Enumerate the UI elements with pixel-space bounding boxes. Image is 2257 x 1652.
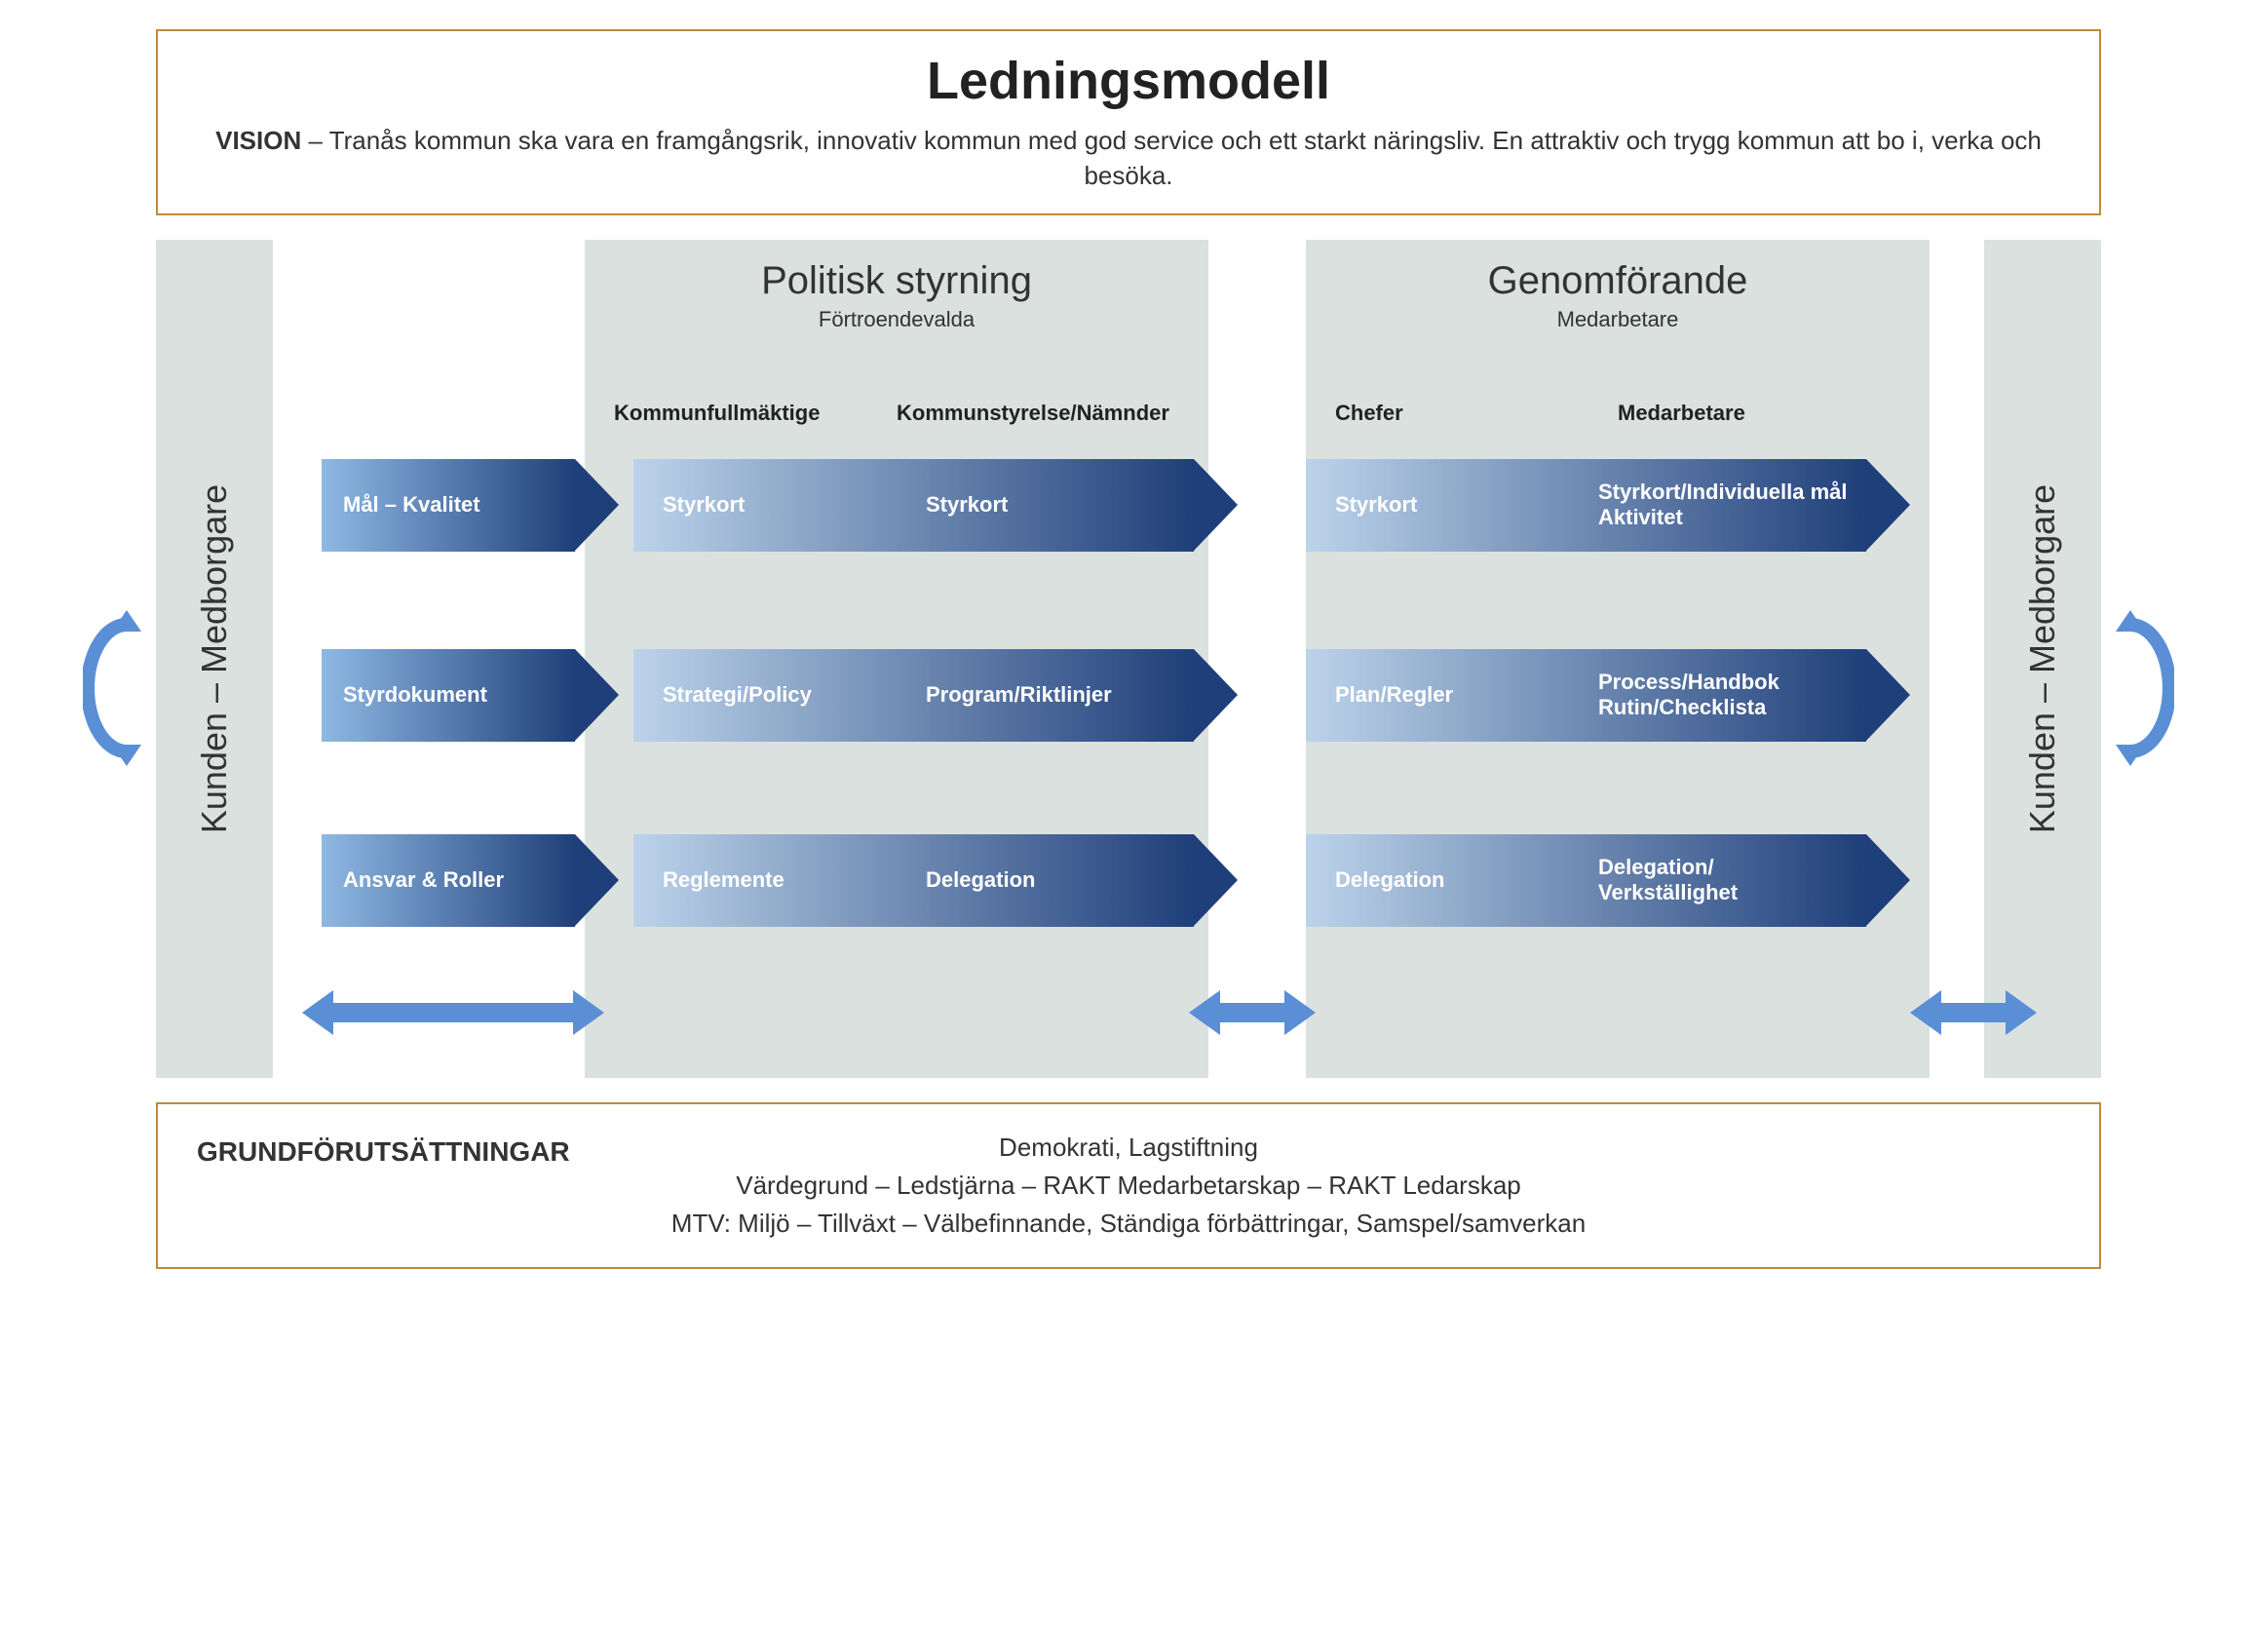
double-arrow-middle-icon — [1189, 990, 1316, 1035]
chevron-icon — [575, 649, 619, 741]
diagram-area: Kunden – Medborgare Politisk styrning Fö… — [156, 240, 2101, 1078]
footer-line3: MTV: Miljö – Tillväxt – Välbefinnande, S… — [197, 1205, 2060, 1243]
political-header: Politisk styrning Förtroendevalda — [585, 259, 1208, 332]
vision-label: VISION — [215, 126, 301, 155]
footer-label: GRUNDFÖRUTSÄTTNINGAR — [197, 1132, 570, 1172]
row3-gen-c2: Delegation/ Verkställighet — [1598, 855, 1738, 906]
execution-header: Genomförande Medarbetare — [1306, 259, 1930, 332]
row3-execution: Delegation Delegation/ Verkställighet — [1306, 834, 1866, 927]
row1-execution: Styrkort Styrkort/Individuella mål Aktiv… — [1306, 459, 1866, 552]
execution-subtitle: Medarbetare — [1306, 307, 1930, 332]
row3-pol-c2: Delegation — [926, 867, 1035, 893]
row1-pol-c2: Styrkort — [926, 492, 1008, 518]
col-head-medarbetare: Medarbetare — [1618, 401, 1745, 426]
row3-pol-c1: Reglemente — [663, 867, 926, 893]
col-head-chefer: Chefer — [1335, 401, 1403, 426]
vision-body: – Tranås kommun ska vara en framgångsrik… — [301, 126, 2042, 190]
row2-gen-c2: Process/Handbok Rutin/Checklista — [1598, 670, 1779, 721]
side-label-right: Kunden – Medborgare — [2022, 484, 2063, 833]
row2-political: Strategi/Policy Program/Riktlinjer — [633, 649, 1194, 742]
footer-box: GRUNDFÖRUTSÄTTNINGAR Demokrati, Lagstift… — [156, 1102, 2101, 1269]
row3-label-text: Ansvar & Roller — [343, 867, 504, 893]
page-title: Ledningsmodell — [197, 51, 2060, 111]
chevron-icon — [1194, 459, 1238, 551]
row-ansvar-roller: Ansvar & Roller Reglemente Delegation De… — [322, 834, 1866, 927]
panel-customer-left: Kunden – Medborgare — [156, 240, 273, 1078]
row1-gen-c1: Styrkort — [1335, 492, 1598, 518]
chevron-icon — [575, 834, 619, 926]
row3-gen-c1: Delegation — [1335, 867, 1598, 893]
row2-pol-c1: Strategi/Policy — [663, 682, 926, 708]
side-label-left: Kunden – Medborgare — [194, 484, 235, 833]
double-arrow-right-icon — [1910, 990, 2037, 1035]
political-subtitle: Förtroendevalda — [585, 307, 1208, 332]
execution-title: Genomförande — [1306, 259, 1930, 303]
row3-political: Reglemente Delegation — [633, 834, 1194, 927]
feedback-arrow-right-icon — [2116, 610, 2174, 766]
header-box: Ledningsmodell VISION – Tranås kommun sk… — [156, 29, 2101, 215]
col-head-kommunstyrelse: Kommunstyrelse/Nämnder — [897, 401, 1169, 426]
row1-pol-c1: Styrkort — [663, 492, 926, 518]
col-head-kommunfullmaktige: Kommunfullmäktige — [614, 401, 820, 426]
chevron-icon — [575, 459, 619, 551]
double-arrow-left-icon — [302, 990, 604, 1035]
chevron-icon — [1194, 649, 1238, 741]
chevron-icon — [1194, 834, 1238, 926]
row2-label: Styrdokument — [322, 649, 575, 742]
row1-gen-c2: Styrkort/Individuella mål Aktivitet — [1598, 480, 1848, 531]
row2-gen-c1: Plan/Regler — [1335, 682, 1598, 708]
feedback-arrow-left-icon — [83, 610, 141, 766]
row2-pol-c2: Program/Riktlinjer — [926, 682, 1112, 708]
vision-text: VISION – Tranås kommun ska vara en framg… — [197, 123, 2060, 194]
chevron-icon — [1866, 649, 1910, 741]
row1-label: Mål – Kvalitet — [322, 459, 575, 552]
political-title: Politisk styrning — [585, 259, 1208, 303]
row-styrdokument: Styrdokument Strategi/Policy Program/Rik… — [322, 649, 1866, 742]
row1-political: Styrkort Styrkort — [633, 459, 1194, 552]
panel-customer-right: Kunden – Medborgare — [1984, 240, 2101, 1078]
row3-label: Ansvar & Roller — [322, 834, 575, 927]
row2-label-text: Styrdokument — [343, 682, 487, 708]
row-mal-kvalitet: Mål – Kvalitet Styrkort Styrkort Styrkor… — [322, 459, 1866, 552]
row2-execution: Plan/Regler Process/Handbok Rutin/Checkl… — [1306, 649, 1866, 742]
chevron-icon — [1866, 459, 1910, 551]
row1-label-text: Mål – Kvalitet — [343, 492, 480, 518]
chevron-icon — [1866, 834, 1910, 926]
